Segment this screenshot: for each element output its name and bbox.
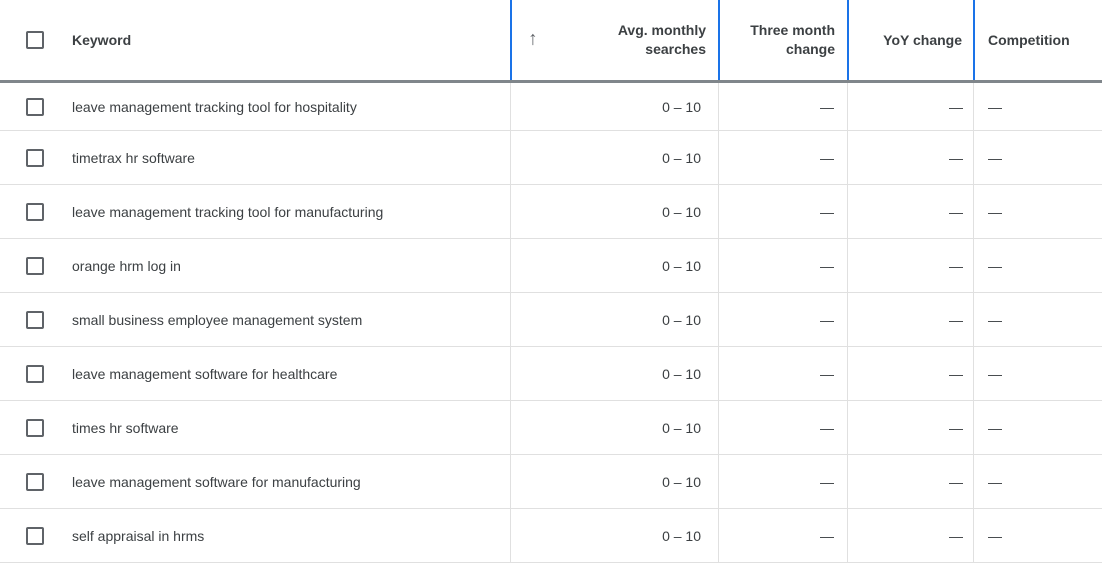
three-month-change-cell: — <box>718 131 847 184</box>
yoy-change-cell: — <box>847 401 973 454</box>
yoy-change-cell: — <box>847 83 973 130</box>
header-yoy-change[interactable]: YoY change <box>847 0 973 80</box>
keyword-cell: leave management software for healthcare <box>0 347 510 400</box>
header-competition-label: Competition <box>988 31 1070 48</box>
competition-cell: — <box>973 185 1102 238</box>
three-month-change-cell: — <box>718 455 847 508</box>
keyword-text: self appraisal in hrms <box>72 527 205 544</box>
yoy-change-cell: — <box>847 347 973 400</box>
row-checkbox[interactable] <box>26 364 44 383</box>
sort-ascending-icon[interactable]: ↑ <box>528 28 538 50</box>
table-row: small business employee management syste… <box>0 293 1102 347</box>
yoy-change-cell: — <box>847 185 973 238</box>
avg-monthly-searches-cell: 0 – 10 <box>510 131 718 184</box>
keyword-text: leave management tracking tool for hospi… <box>72 98 357 115</box>
avg-monthly-searches-cell: 0 – 10 <box>510 239 718 292</box>
competition-cell: — <box>973 509 1102 562</box>
keyword-cell: times hr software <box>0 401 510 454</box>
keyword-cell: orange hrm log in <box>0 239 510 292</box>
row-checkbox[interactable] <box>26 472 44 491</box>
table-row: leave management tracking tool for hospi… <box>0 83 1102 131</box>
header-yoy-change-label: YoY change <box>883 31 962 48</box>
yoy-change-cell: — <box>847 293 973 346</box>
three-month-change-cell: — <box>718 293 847 346</box>
row-checkbox[interactable] <box>26 310 44 329</box>
avg-monthly-searches-cell: 0 – 10 <box>510 83 718 130</box>
yoy-change-cell: — <box>847 509 973 562</box>
keyword-cell: self appraisal in hrms <box>0 509 510 562</box>
keyword-cell: small business employee management syste… <box>0 293 510 346</box>
table-row: leave management software for healthcare… <box>0 347 1102 401</box>
row-checkbox[interactable] <box>26 148 44 167</box>
three-month-change-cell: — <box>718 347 847 400</box>
keyword-cell: leave management software for manufactur… <box>0 455 510 508</box>
header-keyword-label: Keyword <box>72 31 132 48</box>
avg-monthly-searches-cell: 0 – 10 <box>510 455 718 508</box>
keyword-cell: leave management tracking tool for manuf… <box>0 185 510 238</box>
keyword-text: timetrax hr software <box>72 149 195 166</box>
avg-monthly-searches-cell: 0 – 10 <box>510 401 718 454</box>
header-avg-monthly-searches[interactable]: ↑ Avg. monthly searches <box>510 0 718 80</box>
row-checkbox[interactable] <box>26 256 44 275</box>
select-all-checkbox[interactable] <box>26 31 44 49</box>
competition-cell: — <box>973 455 1102 508</box>
header-avg-monthly-searches-label: Avg. monthly searches <box>617 22 706 57</box>
avg-monthly-searches-cell: 0 – 10 <box>510 185 718 238</box>
three-month-change-cell: — <box>718 239 847 292</box>
competition-cell: — <box>973 83 1102 130</box>
competition-cell: — <box>973 131 1102 184</box>
row-checkbox[interactable] <box>26 526 44 545</box>
row-checkbox[interactable] <box>26 97 44 116</box>
keyword-text: times hr software <box>72 419 179 436</box>
avg-monthly-searches-cell: 0 – 10 <box>510 347 718 400</box>
three-month-change-cell: — <box>718 401 847 454</box>
header-three-month-change-label: Three month change <box>750 22 835 57</box>
keyword-text: orange hrm log in <box>72 257 181 274</box>
header-three-month-change[interactable]: Three month change <box>718 0 847 80</box>
keyword-text: leave management software for healthcare <box>72 365 338 382</box>
header-competition[interactable]: Competition <box>973 0 1102 80</box>
table-row: leave management software for manufactur… <box>0 455 1102 509</box>
yoy-change-cell: — <box>847 239 973 292</box>
competition-cell: — <box>973 401 1102 454</box>
competition-cell: — <box>973 293 1102 346</box>
keyword-cell: leave management tracking tool for hospi… <box>0 83 510 130</box>
keyword-text: leave management software for manufactur… <box>72 473 361 490</box>
table-row: self appraisal in hrms 0 – 10 — — — <box>0 509 1102 563</box>
row-checkbox[interactable] <box>26 202 44 221</box>
yoy-change-cell: — <box>847 455 973 508</box>
table-row: timetrax hr software 0 – 10 — — — <box>0 131 1102 185</box>
competition-cell: — <box>973 347 1102 400</box>
yoy-change-cell: — <box>847 131 973 184</box>
table-row: orange hrm log in 0 – 10 — — — <box>0 239 1102 293</box>
keyword-text: leave management tracking tool for manuf… <box>72 203 384 220</box>
keyword-text: small business employee management syste… <box>72 311 363 328</box>
table-row: times hr software 0 – 10 — — — <box>0 401 1102 455</box>
avg-monthly-searches-cell: 0 – 10 <box>510 293 718 346</box>
competition-cell: — <box>973 239 1102 292</box>
table-row: leave management tracking tool for manuf… <box>0 185 1102 239</box>
three-month-change-cell: — <box>718 185 847 238</box>
three-month-change-cell: — <box>718 509 847 562</box>
keyword-cell: timetrax hr software <box>0 131 510 184</box>
row-checkbox[interactable] <box>26 418 44 437</box>
three-month-change-cell: — <box>718 83 847 130</box>
avg-monthly-searches-cell: 0 – 10 <box>510 509 718 562</box>
table-header-row: Keyword ↑ Avg. monthly searches Three mo… <box>0 0 1102 83</box>
header-keyword[interactable]: Keyword <box>0 0 510 80</box>
